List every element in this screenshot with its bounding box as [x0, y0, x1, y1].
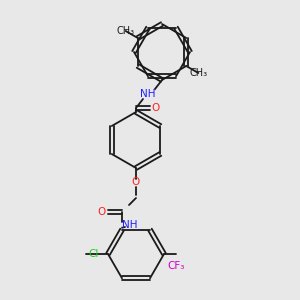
Text: O: O — [152, 103, 160, 113]
Text: NH: NH — [122, 220, 138, 230]
Text: CF₃: CF₃ — [167, 261, 185, 271]
Text: CH₃: CH₃ — [117, 26, 135, 36]
Text: O: O — [132, 177, 140, 187]
Text: NH: NH — [140, 89, 156, 99]
Text: CH₃: CH₃ — [189, 68, 207, 78]
Text: Cl: Cl — [89, 249, 99, 259]
Text: O: O — [98, 207, 106, 217]
